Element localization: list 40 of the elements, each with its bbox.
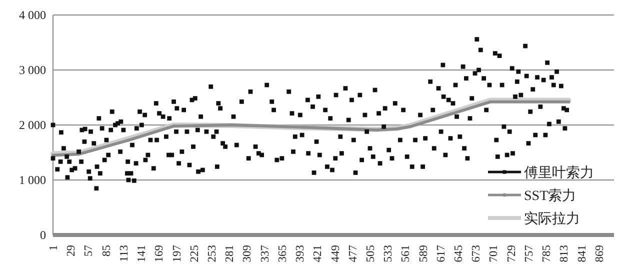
x-tick-label: 281	[224, 244, 236, 262]
x-tick-label: 225	[188, 244, 201, 262]
x-tick-label: 841	[576, 244, 588, 262]
x-tick-label: 813	[558, 244, 571, 262]
legend-label: SST索力	[524, 188, 576, 204]
x-tick-label: 673	[470, 244, 483, 262]
y-tick-label: 1 000	[19, 173, 46, 187]
x-tick-label: 141	[136, 244, 148, 262]
x-tick-label: 197	[171, 244, 184, 262]
x-tick-label: 309	[242, 244, 254, 262]
x-tick-label: 589	[418, 244, 430, 262]
y-tick-label: 2 000	[19, 118, 46, 132]
x-tick-label: 29	[66, 244, 78, 256]
y-tick-label: 0	[40, 228, 46, 242]
x-tick-label: 1	[48, 244, 60, 251]
x-tick-label: 645	[453, 244, 466, 262]
x-tick-label: 701	[488, 244, 500, 262]
x-tick-label: 477	[347, 244, 360, 262]
x-tick-label: 505	[364, 244, 377, 262]
y-tick-label: 3 000	[19, 63, 46, 77]
x-tick-label: 365	[276, 244, 289, 262]
x-tick-label: 785	[541, 244, 554, 262]
x-tick-label: 533	[382, 244, 395, 262]
x-tick-label: 757	[523, 244, 536, 262]
x-tick-label: 169	[154, 244, 166, 262]
x-tick-label: 617	[435, 244, 448, 262]
legend-label: 傅里叶索力	[524, 165, 594, 181]
y-tick-label: 4 000	[19, 8, 46, 22]
x-tick-label: 421	[312, 244, 324, 262]
x-tick-label: 869	[594, 244, 606, 262]
x-tick-label: 449	[330, 244, 342, 262]
x-tick-label: 57	[83, 244, 96, 256]
x-tick-label: 253	[206, 244, 218, 262]
x-tick-label: 393	[294, 244, 307, 262]
x-tick-label: 337	[259, 244, 272, 262]
x-tick-label: 85	[100, 244, 113, 256]
x-tick-label: 561	[400, 244, 412, 262]
x-tick-label: 729	[506, 244, 518, 262]
legend-label: 实际拉力	[524, 211, 580, 227]
x-tick-label: 113	[118, 244, 130, 262]
